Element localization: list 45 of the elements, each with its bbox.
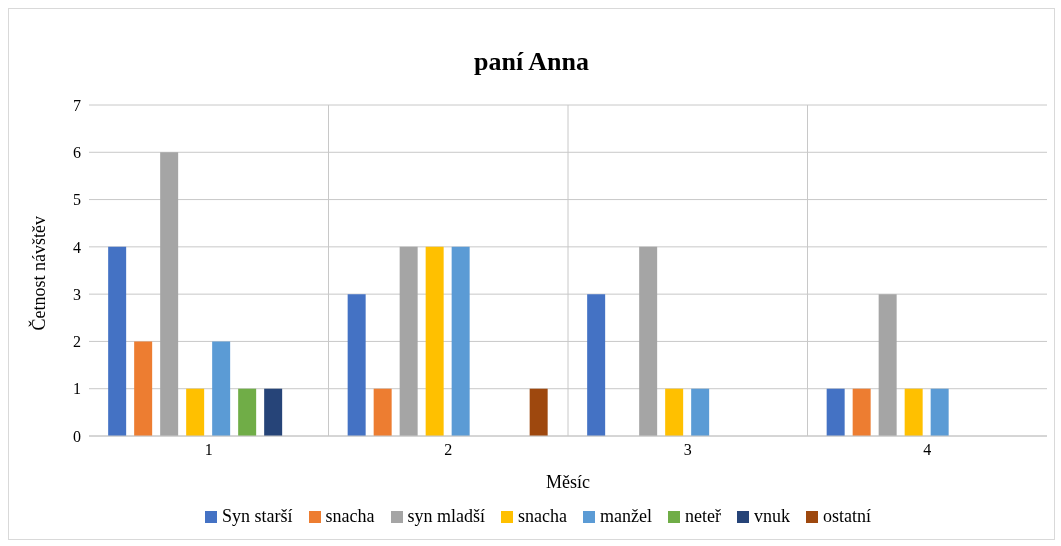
legend-label: Syn starší bbox=[222, 506, 293, 527]
bar bbox=[425, 246, 444, 436]
legend-label: neteř bbox=[685, 506, 721, 527]
legend-label: syn mladší bbox=[407, 506, 486, 527]
chart-title: paní Anna bbox=[473, 47, 590, 78]
bar bbox=[134, 341, 153, 436]
y-tick-label: 3 bbox=[73, 285, 81, 303]
x-tick-label: 1 bbox=[204, 441, 213, 459]
bar bbox=[587, 294, 606, 436]
bar bbox=[160, 152, 179, 436]
bar bbox=[826, 388, 845, 436]
y-axis-title: Četnost návštěv bbox=[28, 216, 50, 331]
bar bbox=[529, 388, 548, 436]
bar bbox=[399, 246, 418, 436]
y-tick-label: 6 bbox=[73, 143, 81, 161]
y-tick-label: 4 bbox=[73, 238, 81, 256]
bar bbox=[238, 388, 257, 436]
bar bbox=[665, 388, 684, 436]
x-tick-label: 4 bbox=[923, 441, 932, 459]
legend-label: ostatní bbox=[822, 506, 871, 527]
bar bbox=[639, 246, 658, 436]
legend-label: snacha bbox=[518, 506, 568, 527]
bar bbox=[878, 294, 897, 436]
bar bbox=[186, 388, 205, 436]
legend-label: snacha bbox=[325, 506, 375, 527]
x-tick-label: 3 bbox=[683, 441, 692, 459]
legend-label: manžel bbox=[600, 506, 652, 527]
bar bbox=[852, 388, 871, 436]
y-tick-label: 2 bbox=[73, 333, 81, 351]
y-tick-label: 7 bbox=[73, 96, 81, 114]
bar bbox=[108, 246, 127, 436]
bar bbox=[264, 388, 283, 436]
bar bbox=[373, 388, 392, 436]
legend-label: vnuk bbox=[753, 506, 790, 527]
bar bbox=[904, 388, 923, 436]
x-axis-title: Měsíc bbox=[546, 472, 590, 492]
y-tick-label: 5 bbox=[73, 191, 81, 209]
bar bbox=[347, 294, 366, 436]
y-tick-label: 1 bbox=[73, 380, 81, 398]
y-tick-label: 0 bbox=[73, 427, 81, 445]
bar bbox=[691, 388, 710, 436]
bar bbox=[930, 388, 949, 436]
bar bbox=[212, 341, 231, 436]
bar bbox=[451, 246, 470, 436]
x-tick-label: 2 bbox=[444, 441, 453, 459]
